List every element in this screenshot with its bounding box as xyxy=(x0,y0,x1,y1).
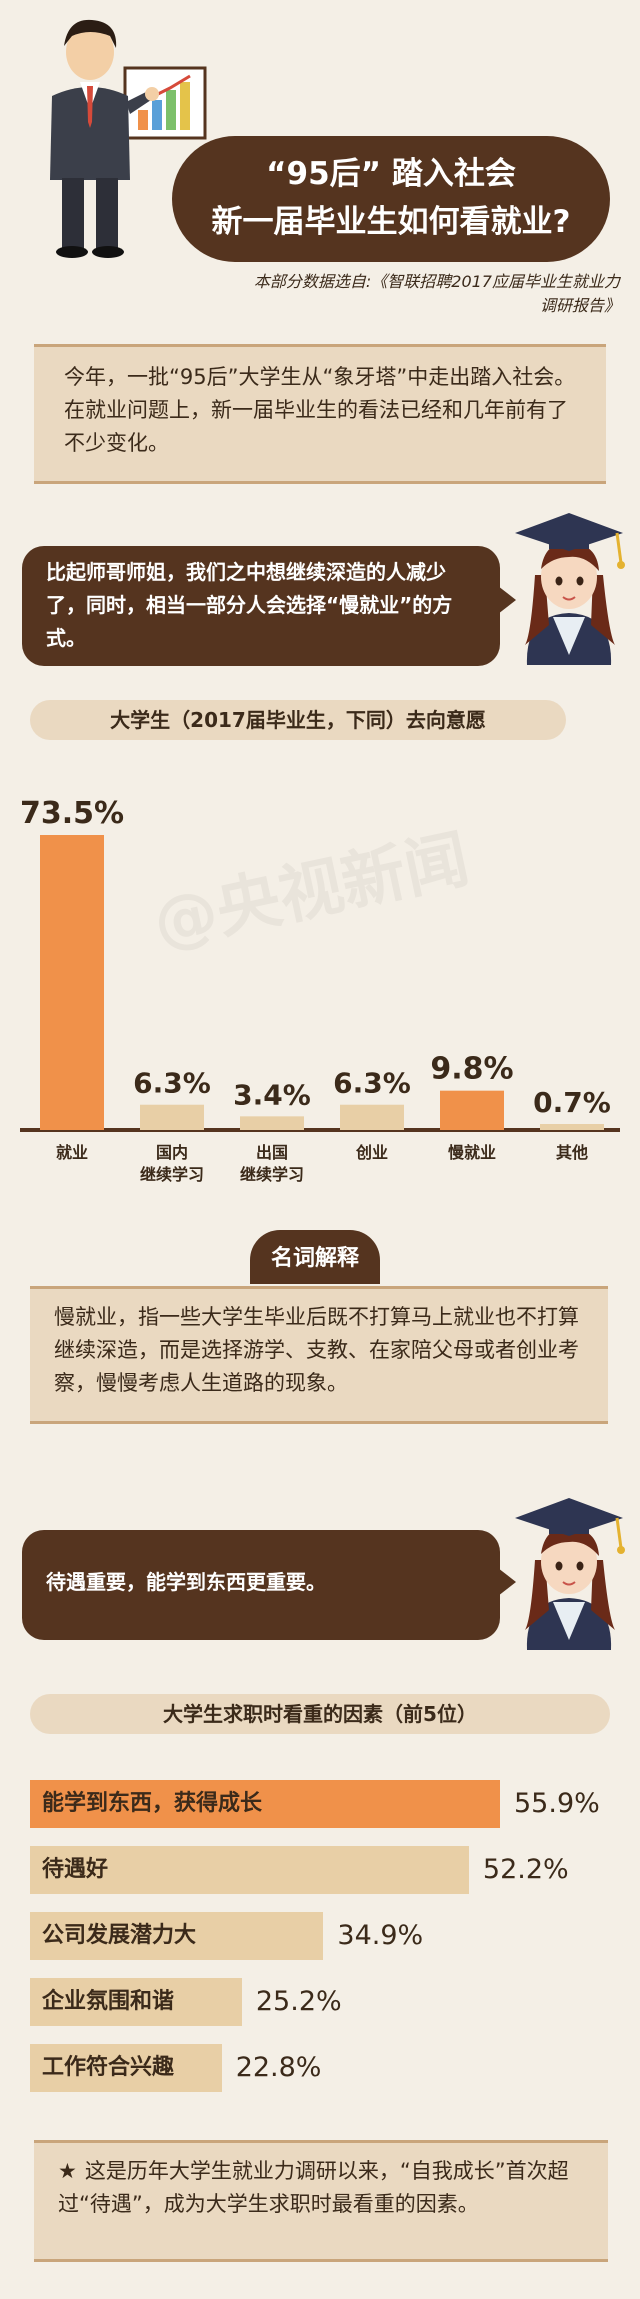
chart1-value-label: 6.3% xyxy=(133,1067,211,1100)
note-content: ★ 这是历年大学生就业力调研以来，“自我成长”首次超过“待遇”，成为大学生求职时最… xyxy=(58,2155,584,2221)
chart2-row: 能学到东西，获得成长 55.9% xyxy=(30,1780,630,1828)
intro-box: 今年，一批“95后”大学生从“象牙塔”中走出踏入社会。在就业问题上，新一届毕业生… xyxy=(34,344,606,484)
chart2-value-label: 52.2% xyxy=(482,1854,569,1885)
chart1-bar xyxy=(340,1104,404,1130)
speech-bubble-2: 待遇重要，能学到东西更重要。 xyxy=(22,1530,500,1640)
graduate-girl-illustration-1 xyxy=(505,505,633,665)
bubble-2-text: 待遇重要，能学到东西更重要。 xyxy=(46,1570,326,1594)
chart2-category-label: 能学到东西，获得成长 xyxy=(42,1791,263,1816)
title-banner: “95后” 踏入社会 新一届毕业生如何看就业? xyxy=(172,136,610,262)
bubble-1-text: 比起师哥师姐，我们之中想继续深造的人减少了，同时，相当一部分人会选择“慢就业”的… xyxy=(46,560,453,650)
chart2-bar xyxy=(30,1846,469,1894)
chart1-value-label: 0.7% xyxy=(533,1086,611,1119)
chart2-category-label: 公司发展潜力大 xyxy=(42,1923,197,1948)
chart2-value-label: 55.9% xyxy=(514,1788,600,1819)
chart2-value-label: 22.8% xyxy=(235,2052,322,2083)
graduate-girl-illustration-2 xyxy=(505,1490,633,1650)
chart1-bar xyxy=(240,1116,304,1130)
chart2-row: 企业氛围和谐 25.2% xyxy=(30,1978,630,2026)
chart2-value-label: 34.9% xyxy=(337,1920,424,1951)
chart2-category-label: 工作符合兴趣 xyxy=(42,2055,175,2080)
chart2-title: 大学生求职时看重的因素（前5位） xyxy=(30,1694,610,1734)
chart1-bar xyxy=(440,1090,504,1130)
chart1-category-label: 继续学习 xyxy=(140,1165,204,1184)
chart2-row: 工作符合兴趣 22.8% xyxy=(30,2044,630,2092)
chart2-row: 待遇好 52.2% xyxy=(30,1846,630,1894)
chart1-category-label: 国内 xyxy=(156,1143,188,1162)
chart1-category-label: 就业 xyxy=(56,1143,88,1162)
chart2-bar xyxy=(30,1780,500,1828)
intro-text: 今年，一批“95后”大学生从“象牙塔”中走出踏入社会。在就业问题上，新一届毕业生… xyxy=(64,365,576,455)
chart1-category-label: 继续学习 xyxy=(240,1165,304,1184)
bubble-2-tail xyxy=(498,1568,516,1596)
chart1-bar xyxy=(40,835,104,1130)
businessman-illustration xyxy=(30,10,210,260)
note-box: ★ 这是历年大学生就业力调研以来，“自我成长”首次超过“待遇”，成为大学生求职时最… xyxy=(34,2140,608,2262)
title-line2: 新一届毕业生如何看就业? xyxy=(211,204,571,240)
chart1-category-label: 其他 xyxy=(556,1143,588,1162)
chart2-bar xyxy=(30,2044,222,2092)
chart2-bar xyxy=(30,1978,242,2026)
term-text: 慢就业，指一些大学生毕业后既不打算马上就业也不打算继续深造，而是选择游学、支教、… xyxy=(54,1305,579,1395)
chart1-value-label: 3.4% xyxy=(233,1078,311,1111)
chart1-category-label: 出国 xyxy=(256,1143,288,1162)
chart1-value-label: 73.5% xyxy=(20,796,124,831)
chart1-value-label: 6.3% xyxy=(333,1067,411,1100)
chart2-row: 公司发展潜力大 34.9% xyxy=(30,1912,630,1960)
title-line1: “95后” 踏入社会 xyxy=(266,156,516,192)
chart1-bar xyxy=(540,1124,604,1130)
chart1-category-label: 创业 xyxy=(355,1143,388,1162)
chart2-bar xyxy=(30,1912,324,1960)
note-text: 这是历年大学生就业力调研以来，“自我成长”首次超过“待遇”，成为大学生求职时最看… xyxy=(58,2159,569,2216)
term-tag: 名词解释 xyxy=(250,1230,380,1284)
star-icon: ★ xyxy=(58,2159,77,2183)
chart1-value-label: 9.8% xyxy=(430,1052,513,1087)
term-box: 慢就业，指一些大学生毕业后既不打算马上就业也不打算继续深造，而是选择游学、支教、… xyxy=(30,1286,608,1424)
speech-bubble-1: 比起师哥师姐，我们之中想继续深造的人减少了，同时，相当一部分人会选择“慢就业”的… xyxy=(22,546,500,666)
job-factors-chart: 能学到东西，获得成长 55.9% 待遇好 52.2% 公司发展潜力大 34.9% 企业氛围和… xyxy=(30,1780,630,2100)
chart1-bar xyxy=(140,1104,204,1130)
chart1-title: 大学生（2017届毕业生，下同）去向意愿 xyxy=(30,700,566,740)
chart2-category-label: 待遇好 xyxy=(42,1857,109,1882)
chart2-value-label: 25.2% xyxy=(255,1986,342,2017)
bubble-1-tail xyxy=(498,586,516,614)
chart2-category-label: 企业氛围和谐 xyxy=(42,1989,175,2014)
chart1-category-label: 慢就业 xyxy=(448,1143,496,1162)
source-note: 本部分数据选自:《智联招聘2017应届毕业生就业力调研报告》 xyxy=(253,272,620,315)
